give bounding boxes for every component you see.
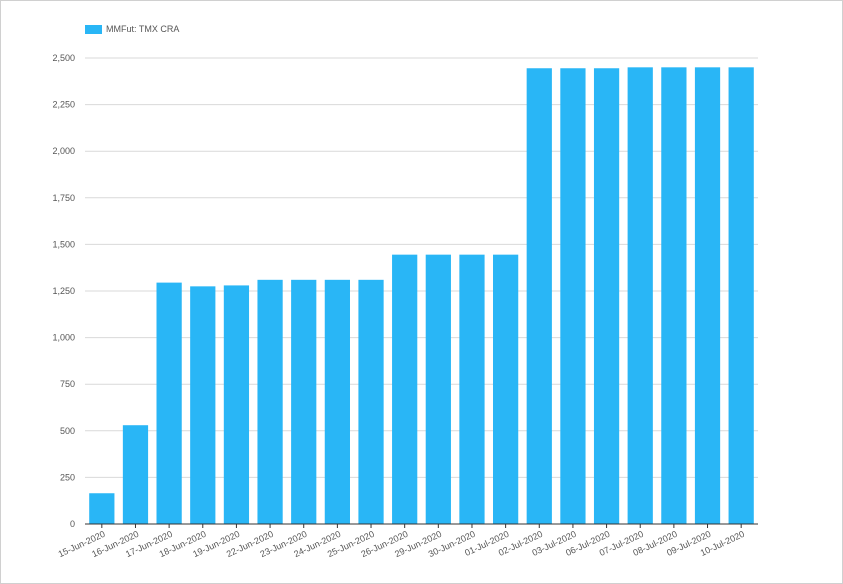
y-tick-label: 250 bbox=[60, 472, 75, 482]
grid-lines bbox=[85, 57, 758, 478]
bar bbox=[627, 67, 653, 524]
bar bbox=[190, 286, 216, 524]
y-tick-label: 2,000 bbox=[52, 146, 75, 156]
x-axis: 15-Jun-202016-Jun-202017-Jun-202018-Jun-… bbox=[57, 523, 758, 559]
bar bbox=[661, 67, 687, 524]
bar bbox=[156, 282, 182, 524]
y-tick-label: 1,250 bbox=[52, 286, 75, 296]
y-tick-label: 1,000 bbox=[52, 333, 75, 343]
y-tick-label: 1,750 bbox=[52, 193, 75, 203]
bar bbox=[694, 67, 721, 524]
y-tick-label: 1,500 bbox=[52, 239, 75, 249]
bar bbox=[122, 425, 149, 524]
bar bbox=[358, 279, 384, 524]
legend: MMFut: TMX CRA bbox=[85, 24, 179, 34]
bar bbox=[560, 68, 586, 524]
bar bbox=[728, 67, 754, 524]
legend-label: MMFut: TMX CRA bbox=[106, 24, 180, 34]
bar bbox=[493, 254, 519, 525]
bar bbox=[392, 254, 418, 525]
bar bbox=[324, 279, 350, 524]
y-tick-label: 2,250 bbox=[52, 100, 75, 110]
y-axis: 0 250 500 750 1,000 1,250 1,500 1,750 2,000 2,250… bbox=[52, 53, 75, 529]
bar bbox=[425, 254, 451, 525]
bar bbox=[257, 279, 283, 524]
bar bbox=[593, 68, 620, 524]
bars bbox=[89, 67, 754, 525]
bar bbox=[526, 68, 552, 524]
legend-swatch bbox=[85, 24, 102, 34]
bar bbox=[291, 279, 317, 524]
y-tick-label: 2,500 bbox=[52, 53, 75, 63]
y-tick-label: 0 bbox=[70, 519, 75, 529]
bar bbox=[89, 493, 115, 524]
bar bbox=[223, 285, 250, 524]
y-tick-label: 750 bbox=[60, 379, 75, 389]
bar bbox=[459, 254, 485, 525]
y-tick-label: 500 bbox=[60, 426, 75, 436]
